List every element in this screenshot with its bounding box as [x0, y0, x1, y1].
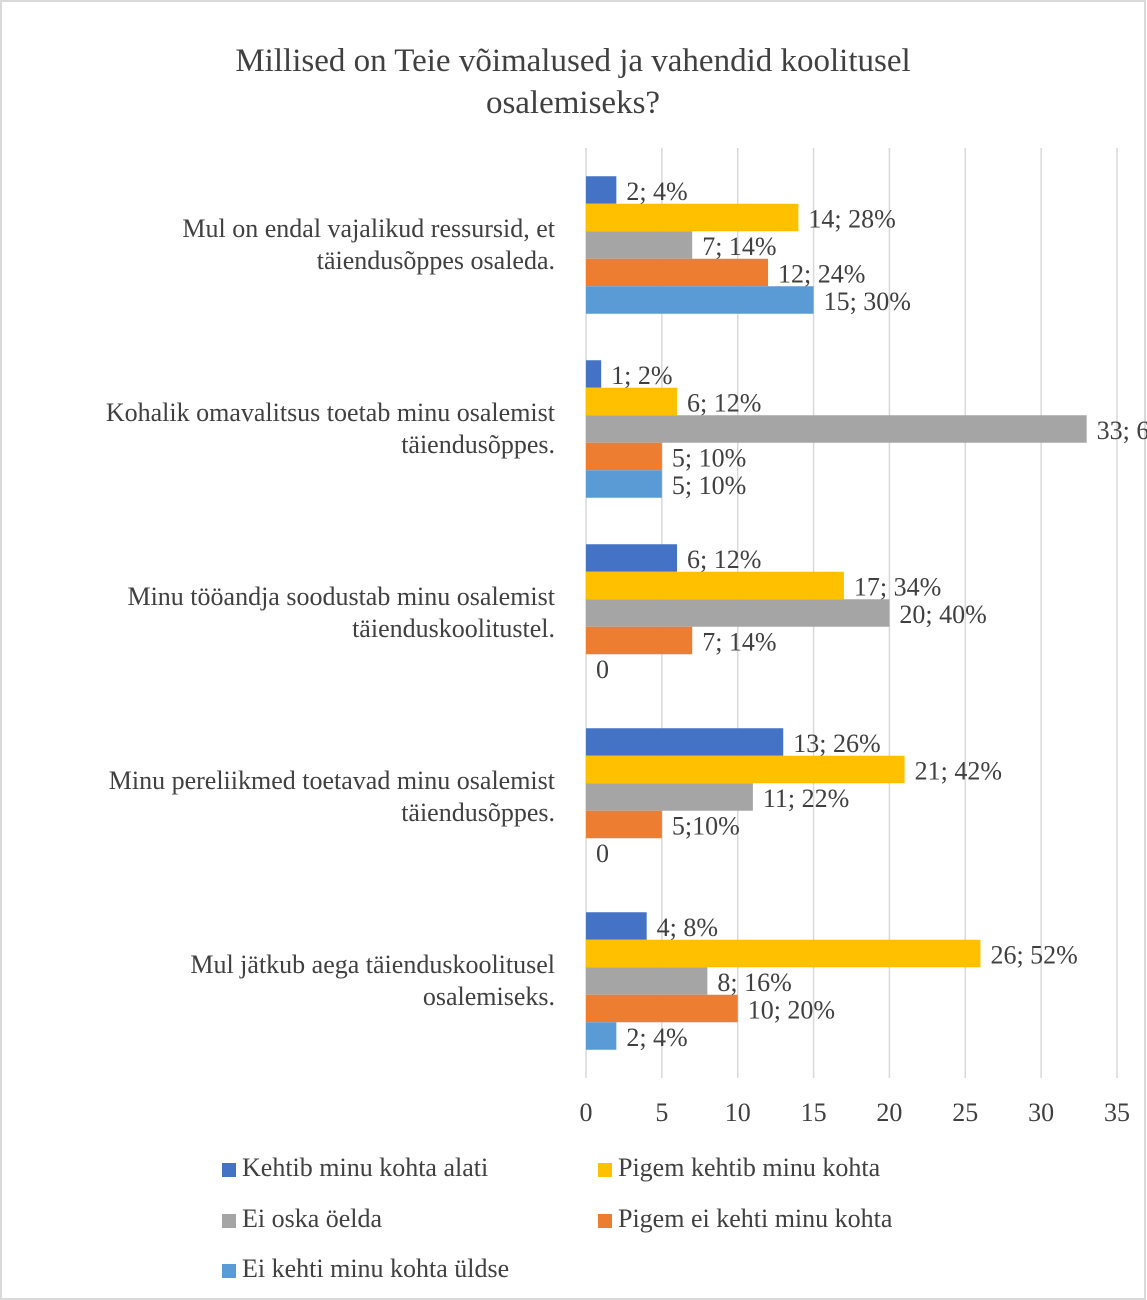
category-label: Minu tööandja soodustab minu osalemist t…	[20, 521, 555, 705]
bar	[586, 783, 753, 811]
bar	[586, 912, 647, 940]
data-label: 21; 42%	[915, 756, 1002, 785]
data-label: 7; 14%	[702, 627, 776, 656]
legend-swatch	[598, 1163, 612, 1177]
data-label: 0	[596, 839, 609, 868]
bar	[586, 810, 662, 839]
bar	[586, 626, 693, 655]
legend-swatch	[222, 1214, 236, 1228]
legend-label: Pigem ei kehti minu kohta	[618, 1204, 893, 1233]
bar	[586, 994, 738, 1023]
data-label: 2; 4%	[626, 177, 687, 206]
data-label: 4; 8%	[657, 913, 718, 942]
data-label: 15; 30%	[824, 287, 911, 316]
category-text: Mul jätkub aega täienduskoolitusel osale…	[190, 950, 555, 1011]
data-label: 1; 2%	[611, 361, 672, 390]
data-label: 14; 28%	[808, 204, 895, 233]
bar	[586, 360, 602, 388]
bar	[586, 967, 708, 995]
bar	[586, 755, 905, 784]
legend-swatch	[222, 1264, 236, 1278]
x-tick-label: 30	[1028, 1098, 1054, 1127]
category-label: Mul jätkub aega täienduskoolitusel osale…	[20, 889, 555, 1073]
bar	[586, 599, 890, 627]
legend-swatch	[222, 1163, 236, 1177]
data-label: 33; 66%	[1097, 416, 1147, 445]
category-label: Kohalik omavalitsus toetab minu osalemis…	[20, 337, 555, 521]
bar	[586, 203, 799, 232]
bar	[586, 387, 678, 416]
legend-label: Ei oska öelda	[242, 1204, 383, 1233]
legend-swatch	[598, 1214, 612, 1228]
data-label: 7; 14%	[702, 232, 776, 261]
legend-label: Pigem kehtib minu kohta	[618, 1153, 881, 1182]
data-label: 6; 12%	[687, 388, 761, 417]
bar	[586, 470, 662, 498]
x-tick-label: 10	[725, 1098, 751, 1127]
data-label: 11; 22%	[763, 784, 849, 813]
bar	[586, 442, 662, 471]
data-label: 26; 52%	[990, 940, 1077, 969]
bar	[586, 286, 814, 314]
category-label: Mul on endal vajalikud ressursid, et täi…	[20, 153, 555, 337]
data-label: 6; 12%	[687, 545, 761, 574]
chart-title: Millised on Teie võimalused ja vahendid …	[235, 43, 911, 121]
data-label: 17; 34%	[854, 572, 941, 601]
data-label: 20; 40%	[899, 600, 986, 629]
x-tick-label: 5	[655, 1098, 668, 1127]
x-tick-label: 0	[580, 1098, 593, 1127]
data-label: 0	[596, 655, 609, 684]
data-label: 8; 16%	[717, 968, 791, 997]
category-label: Minu pereliikmed toetavad minu osalemist…	[20, 705, 555, 889]
bar	[586, 939, 981, 968]
x-tick-label: 20	[876, 1098, 902, 1127]
data-label: 10; 20%	[748, 995, 835, 1024]
x-tick-label: 35	[1104, 1098, 1130, 1127]
bar	[586, 571, 844, 600]
x-tick-label: 15	[801, 1098, 827, 1127]
bar	[586, 728, 784, 756]
bar	[586, 231, 693, 259]
bar	[586, 415, 1087, 443]
data-label: 5;10%	[672, 811, 740, 840]
x-tick-label: 25	[952, 1098, 978, 1127]
data-label: 12; 24%	[778, 259, 865, 288]
category-text: Kohalik omavalitsus toetab minu osalemis…	[105, 398, 555, 459]
data-label: 2; 4%	[626, 1023, 687, 1052]
category-text: Mul on endal vajalikud ressursid, et täi…	[182, 214, 555, 275]
bar	[586, 176, 617, 204]
data-label: 5; 10%	[672, 471, 746, 500]
data-label: 5; 10%	[672, 443, 746, 472]
bar	[586, 1022, 617, 1050]
bar	[586, 258, 769, 287]
category-text: Minu pereliikmed toetavad minu osalemist…	[108, 766, 555, 827]
category-text: Minu tööandja soodustab minu osalemist t…	[127, 582, 555, 643]
legend-label: Ei kehti minu kohta üldse	[242, 1254, 509, 1283]
data-label: 13; 26%	[793, 729, 880, 758]
legend-label: Kehtib minu kohta alati	[242, 1153, 488, 1182]
bar	[586, 544, 678, 572]
